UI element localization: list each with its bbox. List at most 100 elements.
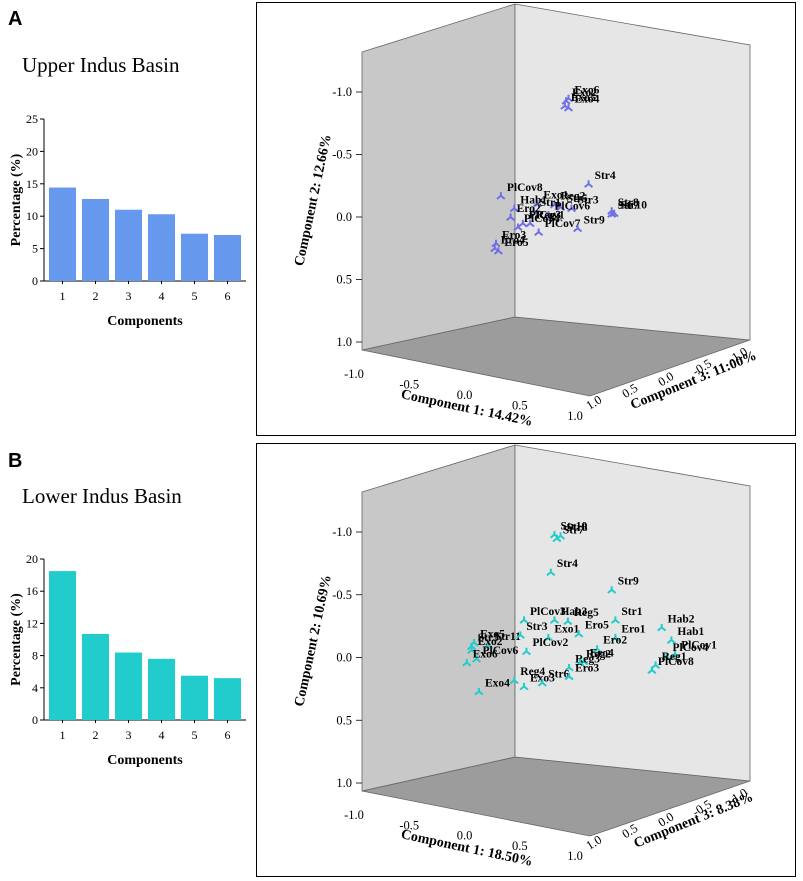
- point-ero5: Ero5: [493, 237, 529, 255]
- point-str7: Str7: [607, 200, 639, 218]
- point-exo5: Exo5: [560, 92, 596, 110]
- marker-arm: [466, 661, 472, 667]
- bar-x-tick-label: 2: [93, 728, 99, 742]
- panel-b-title: Lower Indus Basin: [22, 484, 182, 508]
- marker-arm: [525, 650, 531, 656]
- marker-arm: [564, 666, 570, 672]
- point-label: Reg3: [536, 209, 561, 221]
- x3d-tick-label: 0.5: [512, 399, 528, 413]
- point-label: PlCov7: [545, 218, 581, 230]
- bar-x-tick-label: 6: [225, 728, 231, 742]
- y3d-tick-label: -0.5: [332, 588, 352, 602]
- marker-arm: [596, 647, 602, 653]
- panel-a-3d-frame: [256, 2, 796, 436]
- marker-arm: [559, 534, 566, 540]
- point-exo4: Exo4: [563, 94, 600, 112]
- point-exo3: Exo3: [519, 672, 555, 691]
- point-hab1: Hab1: [509, 194, 547, 213]
- point-str1: Str1: [529, 197, 561, 215]
- point-label: PlCov6: [483, 645, 519, 657]
- y3d-tick-label: 0.0: [336, 210, 352, 224]
- marker-arm: [493, 249, 500, 255]
- point-label: Reg2: [586, 649, 611, 661]
- point-label: Exo6: [574, 84, 599, 96]
- point-str8: Str8: [556, 522, 588, 540]
- point-label: PlCov4: [524, 213, 560, 225]
- marker-arm: [559, 206, 566, 212]
- y3d-tick-label: -1.0: [332, 525, 352, 539]
- point-label: Str1: [621, 606, 642, 618]
- marker-arm: [513, 207, 519, 213]
- point-str11: Str11: [484, 631, 521, 649]
- point-label: Exo4: [574, 94, 599, 106]
- marker-arm: [607, 588, 613, 594]
- point-str4: Str4: [546, 558, 578, 577]
- marker-arm: [515, 634, 522, 639]
- bar-x-tick-label: 1: [60, 728, 66, 742]
- marker-arm: [513, 226, 519, 232]
- marker-arm: [583, 660, 589, 666]
- right-wall: [514, 3, 751, 341]
- marker-arm: [661, 626, 667, 632]
- marker-arm: [553, 619, 560, 624]
- bar-x-tick-label: 2: [93, 289, 99, 303]
- point-label: Str8: [567, 522, 588, 534]
- marker-arm: [541, 681, 547, 687]
- marker-arm: [556, 206, 562, 212]
- point-plcov7: PlCov7: [534, 218, 581, 237]
- marker-arm: [575, 661, 581, 667]
- marker-arm: [529, 209, 535, 215]
- point-label: Exo1: [554, 623, 579, 635]
- marker-arm: [568, 675, 574, 681]
- marker-arm: [549, 203, 556, 209]
- point-label: PlCov1: [681, 640, 717, 652]
- point-label: Str3: [578, 194, 599, 206]
- y3d-tick-label: 0.0: [336, 651, 352, 665]
- point-plcov1: PlCov1: [670, 640, 717, 658]
- point-hab3: Hab3: [549, 606, 588, 624]
- point-label: Str4: [595, 170, 616, 182]
- bar-2: [81, 633, 110, 720]
- bar-3: [114, 652, 143, 720]
- point-label: Ero5: [585, 620, 609, 632]
- x3d-tick-label: -0.5: [399, 378, 419, 392]
- bar-y-tick-label: 10: [26, 209, 38, 223]
- bar-3: [114, 209, 143, 281]
- point-label: Ero2: [517, 203, 541, 215]
- point-label: Exo2: [478, 636, 503, 648]
- y3d-tick-label: 0.5: [336, 713, 352, 727]
- marker-arm: [670, 639, 676, 644]
- marker-arm: [584, 183, 590, 188]
- bar-y-tick-label: 16: [26, 584, 38, 598]
- point-label: Exo4: [485, 677, 510, 689]
- marker-arm: [495, 242, 501, 248]
- y3d-tick-label: 0.5: [336, 273, 352, 287]
- marker-arm: [654, 664, 661, 670]
- bar-2: [81, 198, 110, 281]
- marker-arm: [488, 644, 494, 649]
- bar-y-axis-label: Percentage (%): [9, 593, 24, 686]
- point-label: Ero3: [575, 662, 599, 674]
- point-ero2: Ero2: [592, 635, 627, 653]
- point-plcov8: PlCov8: [496, 182, 543, 200]
- marker-arm: [662, 655, 668, 661]
- point-label: Hab3: [560, 606, 587, 618]
- point-exo1: Exo1: [543, 623, 580, 642]
- point-str3: Str3: [566, 194, 599, 213]
- marker-arm: [564, 675, 570, 681]
- point-ero5: Ero5: [574, 620, 609, 638]
- bar-6: [213, 234, 242, 281]
- point-str6: Str6: [537, 669, 570, 687]
- point-label: PlCov1: [529, 209, 565, 221]
- x3d-tick-label: 0.5: [512, 839, 528, 853]
- point-reg3: Reg3: [525, 209, 561, 228]
- bar-x-axis-label: Components: [107, 314, 183, 329]
- marker-arm: [478, 690, 484, 696]
- x3d-tick-label: -1.0: [344, 808, 364, 822]
- point-label: Reg5: [574, 607, 599, 619]
- marker-arm: [475, 657, 482, 663]
- marker-arm: [552, 537, 558, 543]
- bar-y-tick-label: 20: [26, 552, 38, 566]
